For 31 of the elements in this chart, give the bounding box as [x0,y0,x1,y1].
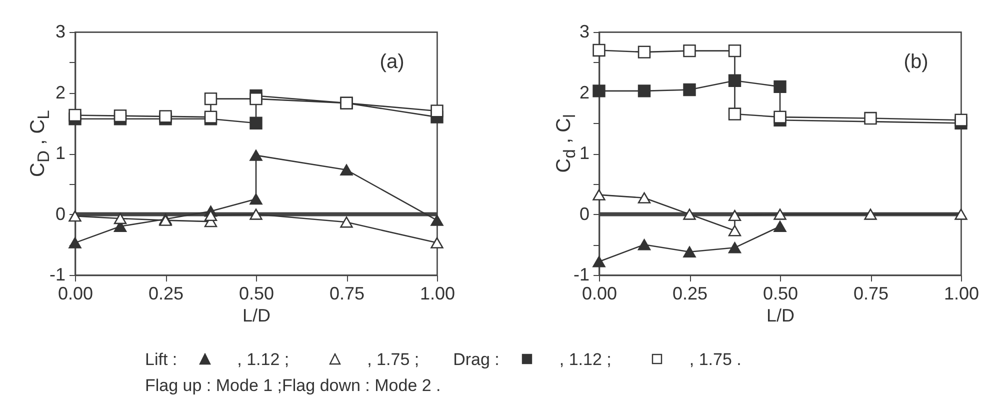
legend-label: , 1.12 ; [237,350,290,369]
y-tick-label: 2 [55,82,66,102]
annotation: (a) [380,51,404,73]
x-tick-label: 1.00 [944,284,980,304]
y-tick-label: -1 [573,264,590,284]
text: Flag up : Mode 1 ;Flag down : Mode 2 . [145,375,442,397]
x-tick-label: 0.50 [238,284,274,304]
x-tick-label: 0.50 [762,284,798,304]
y-tick-label: 3 [579,22,590,42]
x-tick-label: 0.75 [853,284,889,304]
x-tick-label: 0.00 [58,284,94,304]
x-tick-label: 0.25 [148,284,184,304]
x-tick-label: 0.00 [582,284,618,304]
y-tick-label: -1 [49,264,66,284]
y-tick-label: 0 [579,204,590,224]
legend-label: , 1.12 ; [559,350,612,369]
annotation: (b) [904,51,928,73]
legend-label: , 1.75 ; [367,350,420,369]
y-tick-label: 3 [55,22,66,42]
x-tick-label: 0.25 [672,284,708,304]
y-tick-label: 2 [579,82,590,102]
x-tick-label: 1.00 [420,284,456,304]
text: Lift : [145,350,178,369]
x-axis-title: L/D [766,306,795,326]
y-tick-label: 1 [579,143,590,163]
y-tick-label: 1 [55,143,66,163]
x-axis-title: L/D [242,306,271,326]
legend-label: , 1.75 . [689,350,742,369]
y-tick-label: 0 [55,204,66,224]
text: Drag : [453,350,500,369]
x-tick-label: 0.75 [329,284,365,304]
